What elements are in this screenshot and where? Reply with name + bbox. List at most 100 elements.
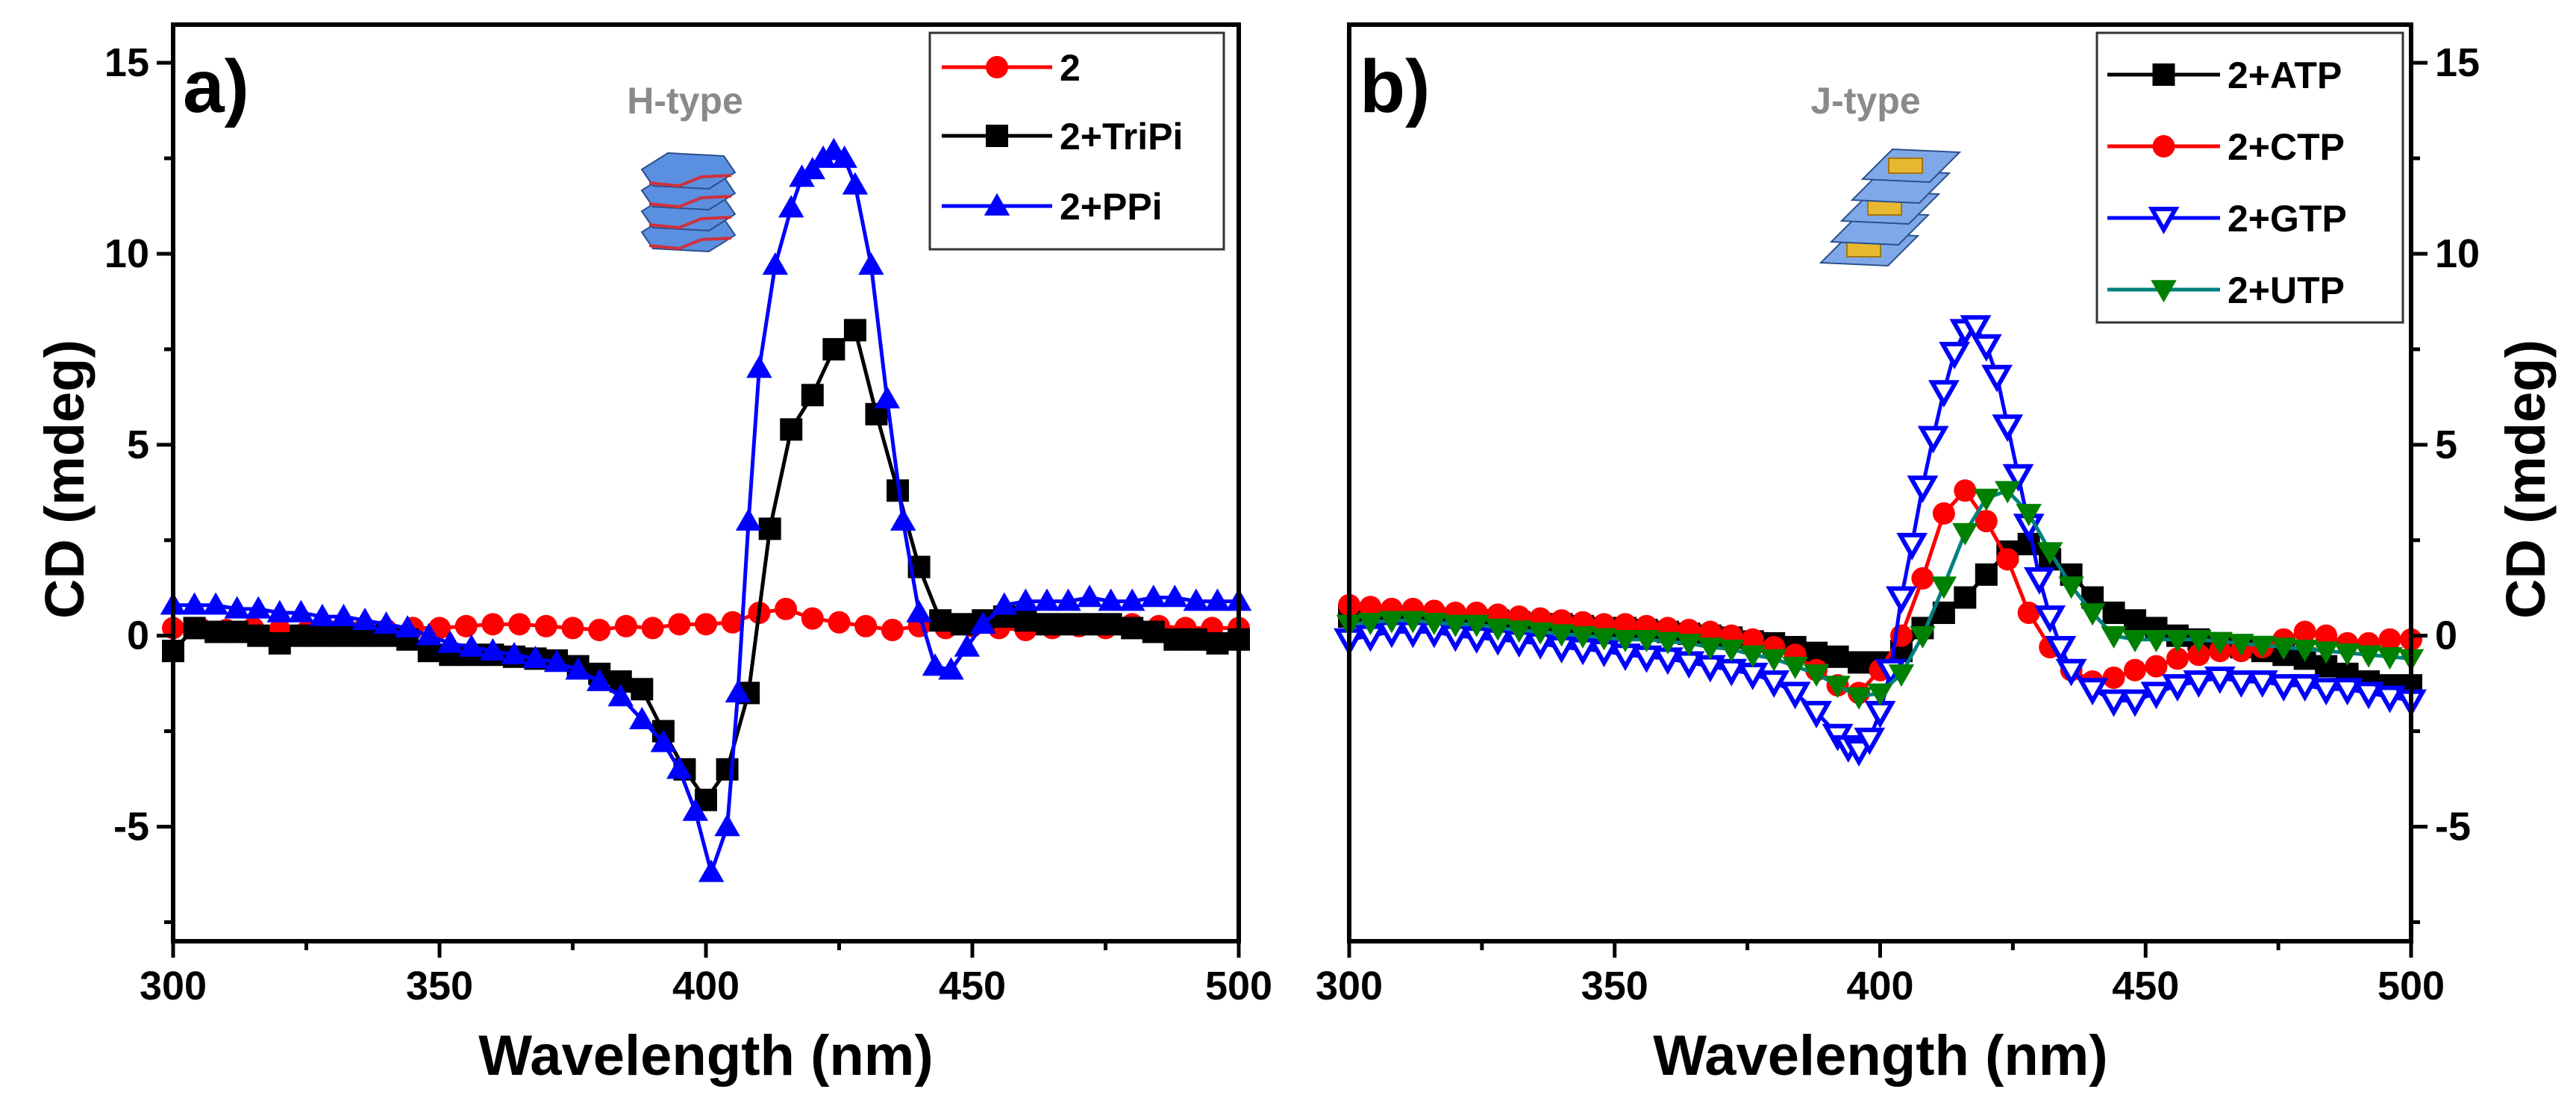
data-point — [1442, 614, 1469, 637]
legend-label: 2+ATP — [2228, 54, 2342, 96]
data-point — [801, 607, 824, 630]
data-point — [2016, 504, 2042, 527]
data-point — [458, 634, 485, 657]
data-point — [1954, 586, 1977, 609]
data-point — [1204, 588, 1231, 611]
data-point — [1779, 681, 1811, 710]
data-point — [288, 599, 314, 623]
data-point — [224, 596, 250, 619]
data-point — [2143, 630, 2169, 653]
x-tick-label: 450 — [2112, 964, 2179, 1008]
data-point — [2145, 655, 2168, 678]
data-point — [780, 418, 803, 441]
data-point — [714, 814, 740, 837]
data-point — [1121, 617, 1144, 640]
legend-marker — [986, 125, 1008, 147]
data-point — [1421, 613, 1448, 636]
data-point — [1014, 609, 1037, 632]
data-point — [1888, 664, 1915, 687]
data-point — [881, 618, 904, 641]
data-point — [1867, 683, 1893, 706]
panel-a-label: a) — [183, 45, 249, 128]
data-point — [2355, 645, 2382, 668]
data-point — [1206, 631, 1229, 655]
data-point — [2079, 603, 2106, 626]
data-point — [394, 615, 421, 638]
data-point — [1378, 611, 1405, 634]
data-point — [950, 613, 973, 636]
data-point — [1928, 380, 1960, 408]
data-point — [2102, 666, 2125, 689]
h-stack-linker — [648, 237, 732, 251]
legend-label: 2 — [1060, 47, 1081, 89]
data-point — [716, 758, 739, 781]
data-point — [2024, 567, 2055, 595]
legend-label: 2+PPi — [1060, 186, 1163, 228]
data-point — [1939, 342, 1971, 369]
data-point — [2204, 666, 2236, 694]
data-point — [991, 592, 1018, 615]
data-point — [588, 618, 611, 641]
data-point — [1992, 414, 2024, 443]
data-point — [508, 613, 531, 636]
h-stack-linker — [648, 216, 732, 230]
data-point — [631, 678, 654, 701]
data-point — [1057, 613, 1080, 636]
data-point — [565, 657, 591, 680]
legend-marker — [984, 193, 1010, 216]
data-point — [1098, 588, 1124, 611]
data-point — [1854, 727, 1886, 755]
data-point — [2162, 674, 2193, 702]
panel-b-x-axis-label: Wavelength (nm) — [1653, 1024, 2107, 1088]
y-tick-label: 0 — [127, 614, 149, 658]
data-point — [1886, 586, 1917, 614]
data-point — [1078, 613, 1101, 636]
data-point — [2055, 658, 2087, 687]
data-point — [332, 624, 355, 647]
data-point — [1140, 584, 1167, 608]
data-point — [351, 607, 378, 630]
data-point — [778, 195, 804, 218]
data-point — [2246, 670, 2278, 698]
data-point — [1569, 626, 1596, 649]
data-point — [2183, 670, 2215, 698]
data-point — [641, 617, 664, 640]
data-point — [204, 620, 228, 643]
data-point — [2331, 678, 2363, 706]
data-point — [629, 706, 655, 729]
data-point — [202, 592, 229, 615]
data-point — [1975, 563, 1998, 586]
y-tick-label: 15 — [104, 40, 149, 85]
data-point — [2187, 643, 2210, 667]
y-tick-label: -5 — [2435, 805, 2471, 849]
data-point — [1698, 620, 1722, 643]
j-type-annotation: J-type — [1810, 80, 1920, 122]
legend-label: 2+UTP — [2228, 269, 2345, 311]
data-point — [2378, 628, 2401, 651]
x-tick-label: 500 — [2378, 964, 2445, 1008]
data-point — [1907, 475, 1939, 503]
legend-marker — [986, 56, 1008, 78]
data-point — [2034, 605, 2066, 633]
data-point — [2077, 678, 2109, 706]
data-point — [310, 624, 334, 647]
data-point — [2353, 681, 2384, 710]
y-tick-label: -5 — [113, 805, 149, 849]
data-point — [481, 613, 504, 636]
data-point — [2377, 647, 2403, 670]
x-tick-label: 350 — [1581, 964, 1648, 1008]
data-point — [1184, 628, 1207, 651]
data-point — [247, 624, 270, 647]
data-point — [1996, 548, 2019, 571]
legend-item: 2+CTP — [2107, 126, 2345, 168]
legend-label: 2+CTP — [2228, 126, 2345, 168]
data-point — [735, 508, 762, 531]
data-point — [2334, 643, 2360, 666]
panel-b-label: b) — [1360, 45, 1430, 128]
panel-a-axes: 300 350 400 450 500 -5 0 5 10 15 — [104, 22, 1272, 1008]
data-point — [2036, 542, 2063, 565]
data-point — [758, 517, 781, 540]
data-point — [1932, 502, 1955, 525]
data-point — [698, 859, 725, 882]
data-point — [416, 623, 442, 646]
